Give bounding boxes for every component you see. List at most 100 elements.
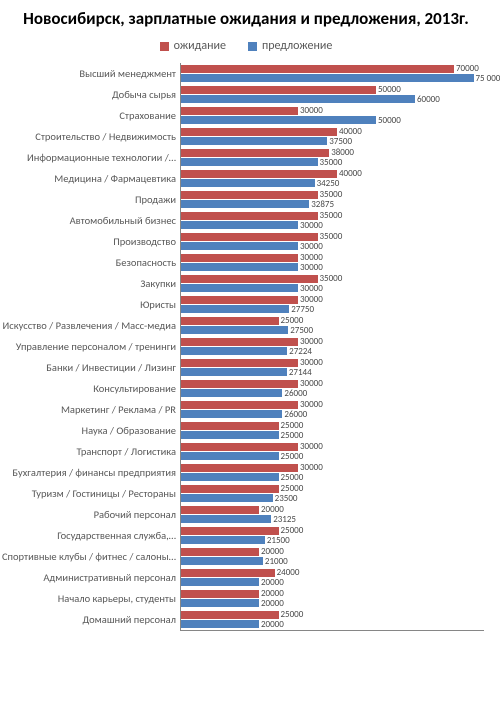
- bar-expect: [181, 296, 298, 304]
- bar-expect: [181, 338, 298, 346]
- bar-group: 3500030000: [180, 210, 492, 231]
- bar-expect: [181, 590, 259, 598]
- legend-label-offer: предложение: [262, 39, 332, 53]
- value-expect: 35000: [320, 232, 343, 241]
- value-offer: 25000: [281, 473, 304, 482]
- value-expect: 40000: [339, 169, 362, 178]
- value-expect: 20000: [261, 547, 284, 556]
- chart-row: Транспорт / Логистика3000025000: [0, 441, 492, 462]
- category-label: Банки / Инвестиции / Лизинг: [0, 361, 180, 374]
- bar-group: 2000021000: [180, 546, 492, 567]
- value-offer: 27750: [291, 305, 314, 314]
- value-offer: 27224: [289, 347, 312, 356]
- chart-row: Строительство / Недвижимость4000037500: [0, 126, 492, 147]
- x-axis-line: [180, 630, 484, 631]
- chart-legend: ожидание предложение: [0, 39, 492, 53]
- value-offer: 25000: [281, 431, 304, 440]
- bar-expect: [181, 401, 298, 409]
- value-offer: 30000: [300, 263, 323, 272]
- value-offer: 35000: [320, 158, 343, 167]
- bar-offer: [181, 578, 259, 586]
- chart-row: Искусство / Развлечения / Масс-медиа2500…: [0, 315, 492, 336]
- bar-offer: [181, 305, 289, 313]
- salary-chart: Новосибирск, зарплатные ожидания и предл…: [0, 0, 500, 640]
- bar-group: 3500030000: [180, 231, 492, 252]
- value-offer: 27500: [290, 326, 313, 335]
- category-label: Административный персонал: [0, 571, 180, 584]
- value-offer: 26000: [284, 389, 307, 398]
- value-offer: 37500: [329, 137, 352, 146]
- value-expect: 30000: [300, 358, 323, 367]
- category-label: Добыча сырья: [0, 88, 180, 101]
- bar-group: 3000026000: [180, 399, 492, 420]
- value-offer: 30000: [300, 242, 323, 251]
- category-label: Начало карьеры, студенты: [0, 592, 180, 605]
- category-label: Маркетинг / Реклама / PR: [0, 403, 180, 416]
- value-expect: 40000: [339, 127, 362, 136]
- bar-expect: [181, 317, 279, 325]
- category-label: Туризм / Гостиницы / Рестораны: [0, 487, 180, 500]
- chart-row: Государственная служба,… 2500021500: [0, 525, 492, 546]
- bar-expect: [181, 443, 298, 451]
- value-offer: 50000: [378, 116, 401, 125]
- bar-expect: [181, 611, 279, 619]
- bar-group: 2500027500: [180, 315, 492, 336]
- bar-expect: [181, 275, 318, 283]
- category-label: Государственная служба,…: [0, 529, 180, 542]
- bar-group: 7000075 000: [180, 63, 492, 84]
- category-label: Строительство / Недвижимость: [0, 130, 180, 143]
- value-expect: 30000: [300, 379, 323, 388]
- value-expect: 38000: [331, 148, 354, 157]
- bar-expect: [181, 527, 279, 535]
- chart-title: Новосибирск, зарплатные ожидания и предл…: [0, 8, 492, 29]
- category-label: Информационные технологии /…: [0, 151, 180, 164]
- bar-expect: [181, 170, 337, 178]
- chart-row: Страхование3000050000: [0, 105, 492, 126]
- bar-group: 4000037500: [180, 126, 492, 147]
- bar-group: 3500030000: [180, 273, 492, 294]
- bar-expect: [181, 233, 318, 241]
- category-label: Производство: [0, 235, 180, 248]
- bar-offer: [181, 536, 265, 544]
- value-expect: 25000: [281, 526, 304, 535]
- chart-row: Юристы3000027750: [0, 294, 492, 315]
- value-offer: 75 000: [476, 74, 500, 83]
- value-expect: 30000: [300, 463, 323, 472]
- bar-offer: [181, 494, 273, 502]
- category-label: Рабочий персонал: [0, 508, 180, 521]
- bar-group: 2000023125: [180, 504, 492, 525]
- category-label: Безопасность: [0, 256, 180, 269]
- category-label: Транспорт / Логистика: [0, 445, 180, 458]
- value-expect: 50000: [378, 85, 401, 94]
- value-expect: 30000: [300, 400, 323, 409]
- value-offer: 23500: [275, 494, 298, 503]
- bar-expect: [181, 149, 329, 157]
- bar-expect: [181, 128, 337, 136]
- category-label: Продажи: [0, 193, 180, 206]
- bar-group: 3000027224: [180, 336, 492, 357]
- category-label: Бухгалтерия / финансы предприятия: [0, 466, 180, 479]
- bar-expect: [181, 86, 376, 94]
- category-label: Наука / Образование: [0, 424, 180, 437]
- value-expect: 20000: [261, 505, 284, 514]
- bar-expect: [181, 254, 298, 262]
- bar-expect: [181, 212, 318, 220]
- bar-offer: [181, 95, 415, 103]
- chart-row: Высший менеджмент7000075 000: [0, 63, 492, 84]
- category-label: Консультирование: [0, 382, 180, 395]
- bar-offer: [181, 473, 279, 481]
- bar-group: 2500025000: [180, 420, 492, 441]
- value-expect: 30000: [300, 253, 323, 262]
- bar-group: 2400020000: [180, 567, 492, 588]
- bar-expect: [181, 506, 259, 514]
- value-expect: 30000: [300, 106, 323, 115]
- category-label: Искусство / Развлечения / Масс-медиа: [0, 319, 180, 332]
- value-expect: 25000: [281, 316, 304, 325]
- chart-row: Спортивные клубы / фитнес / салоны…20000…: [0, 546, 492, 567]
- bar-offer: [181, 620, 259, 628]
- bar-offer: [181, 326, 288, 334]
- bar-offer: [181, 284, 298, 292]
- value-offer: 20000: [261, 620, 284, 629]
- value-offer: 21500: [267, 536, 290, 545]
- value-offer: 60000: [417, 95, 440, 104]
